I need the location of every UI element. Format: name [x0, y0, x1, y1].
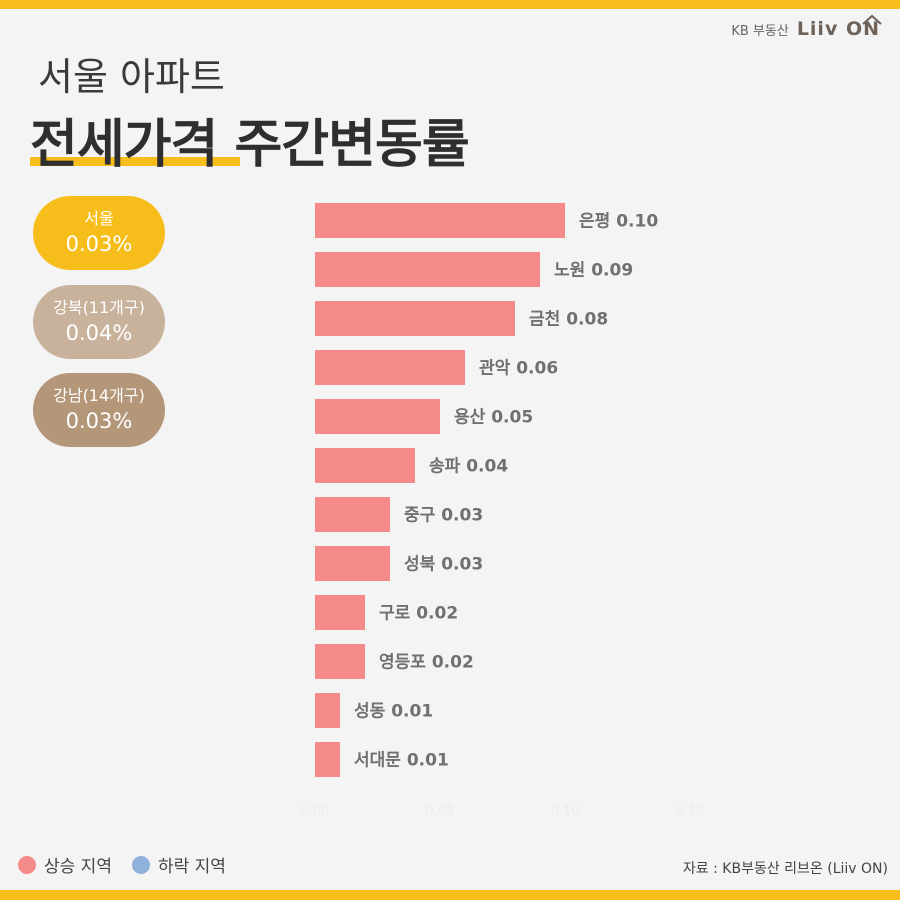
data-label-노원: 노원 0.09 — [554, 261, 633, 281]
bar-노원 — [315, 252, 540, 287]
bottom-accent-bar — [0, 890, 900, 900]
data-label-서대문: 서대문 0.01 — [354, 751, 449, 771]
bar-금천 — [315, 301, 515, 336]
legend-fall-label: 하락 지역 — [157, 857, 226, 877]
bar-구로 — [315, 595, 365, 630]
summary-pill-gangbuk: 강북(11개구) 0.04% — [33, 285, 165, 359]
house-roof-icon — [862, 14, 882, 25]
bar-용산 — [315, 399, 440, 434]
legend-item-rise: 상승 지역 — [18, 852, 112, 877]
data-label-영등포: 영등포 0.02 — [379, 653, 474, 673]
legend: 상승 지역 하락 지역 — [18, 852, 246, 877]
data-label-중구: 중구 0.03 — [404, 506, 483, 526]
data-label-성동: 성동 0.01 — [354, 702, 433, 722]
data-label-구로: 구로 0.02 — [379, 604, 458, 624]
page-title-line2: 전세가격 주간변동률 — [30, 115, 470, 175]
legend-rise-swatch — [18, 855, 36, 874]
title-underline — [30, 157, 240, 166]
bar-서대문 — [315, 742, 340, 777]
summary-pill-gangnam: 강남(14개구) 0.03% — [33, 373, 165, 447]
bar-은평 — [315, 203, 565, 238]
data-label-금천: 금천 0.08 — [529, 310, 608, 330]
x-tick-label: 0.00 — [301, 804, 330, 819]
summary-label: 강북(11개구) — [53, 298, 145, 317]
legend-rise-label: 상승 지역 — [44, 857, 112, 877]
summary-value: 0.03% — [65, 409, 133, 433]
bar-성북 — [315, 546, 390, 581]
x-tick-label: 0.15 — [676, 804, 705, 819]
legend-item-fall: 하락 지역 — [131, 852, 226, 877]
summary-value: 0.04% — [65, 321, 133, 345]
data-label-은평: 은평 0.10 — [579, 212, 658, 232]
data-label-관악: 관악 0.06 — [479, 359, 558, 379]
summary-label: 강남(14개구) — [53, 386, 145, 405]
bar-성동 — [315, 693, 340, 728]
x-tick-label: 0.05 — [426, 804, 455, 819]
bar-영등포 — [315, 644, 365, 679]
brand-logo: KB 부동산 Liiv ON — [731, 14, 882, 40]
bar-관악 — [315, 350, 465, 385]
source-note: 자료 : KB부동산 리브온 (Liiv ON) — [682, 861, 888, 877]
data-label-송파: 송파 0.04 — [429, 457, 508, 477]
summary-pill-seoul: 서울 0.03% — [33, 196, 165, 270]
page-title-line1: 서울 아파트 — [38, 55, 225, 99]
top-accent-bar — [0, 0, 900, 9]
data-label-성북: 성북 0.03 — [404, 555, 483, 575]
data-label-용산: 용산 0.05 — [454, 408, 533, 428]
bar-중구 — [315, 497, 390, 532]
summary-label: 서울 — [84, 209, 114, 228]
brand-kb-text: KB 부동산 — [731, 23, 789, 39]
brand-liiv-text: Liiv ON — [796, 18, 880, 40]
legend-fall-swatch — [131, 855, 150, 874]
bar-송파 — [315, 448, 415, 483]
summary-value: 0.03% — [65, 232, 133, 256]
x-tick-label: 0.10 — [551, 804, 580, 819]
